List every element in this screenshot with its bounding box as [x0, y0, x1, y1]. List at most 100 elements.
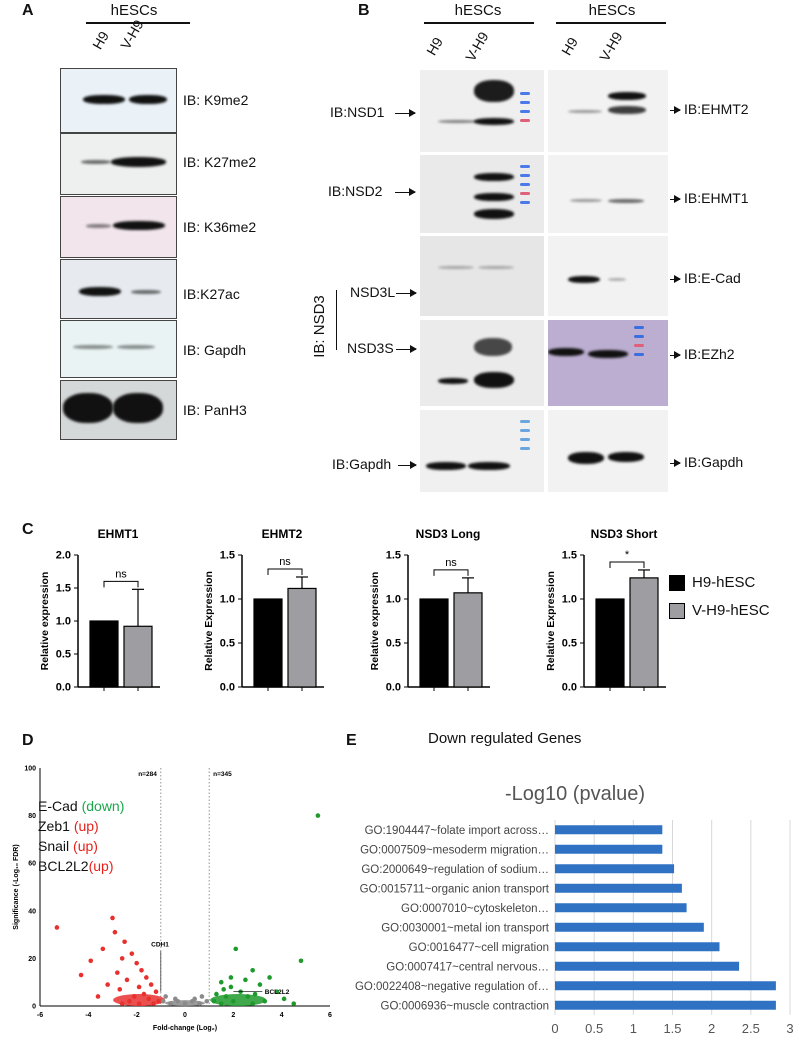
- blot-k27me2: [60, 133, 177, 195]
- panel-d-letter: D: [22, 732, 34, 749]
- arrow-nsd3s: [396, 345, 417, 353]
- go-bar: [555, 1000, 776, 1010]
- point-down: [134, 960, 139, 966]
- x-tick-label: 2.5: [742, 1021, 760, 1036]
- blot-gapdh-b-left: [420, 410, 544, 492]
- bar-h9: [253, 598, 283, 688]
- point-up: [221, 987, 226, 992]
- blot-nsd1: [420, 70, 544, 152]
- y-tick-label: 100: [24, 766, 36, 773]
- point-up: [245, 994, 251, 999]
- label-nsd3l: NSD3L: [350, 284, 396, 300]
- lane-vh9-b-right: V-H9: [596, 29, 626, 64]
- point-down: [148, 982, 154, 987]
- y-tick-label: 1.5: [220, 550, 235, 562]
- point-down: [151, 1001, 156, 1006]
- go-term-label: GO:0007509~mesoderm migration…: [360, 844, 549, 856]
- label-gapdh-b-right: IB:Gapdh: [684, 454, 744, 470]
- x-tick-label: 6: [328, 1012, 332, 1019]
- blot-ezh2: [548, 320, 668, 406]
- point-down: [110, 915, 115, 921]
- point-down: [105, 982, 110, 987]
- y-axis-label: Relative Expression: [545, 571, 557, 671]
- point-up: [211, 998, 217, 1004]
- point-up: [315, 813, 321, 818]
- blot-gapdh-a: [60, 320, 177, 378]
- x-tick-label: 1.5: [663, 1021, 681, 1036]
- y-tick-label: 0.5: [386, 638, 401, 650]
- point-ns: [168, 1001, 173, 1006]
- panel-b-letter: B: [358, 2, 370, 19]
- point-up: [257, 982, 263, 987]
- label-nsd1: IB:NSD1: [330, 104, 385, 120]
- point-up: [252, 991, 258, 997]
- point-down: [78, 972, 84, 978]
- y-axis-label: Relative expression: [39, 572, 51, 671]
- y-axis-label: Significance (-Log₁₀ FDR): [13, 844, 20, 929]
- go-bar: [555, 903, 687, 913]
- label-ehmt2: IB:EHMT2: [684, 101, 749, 117]
- point-down: [124, 977, 130, 983]
- y-tick-label: 60: [28, 861, 36, 868]
- point-up: [218, 1001, 224, 1006]
- blot-ehmt1: [548, 155, 668, 233]
- point-down: [115, 970, 120, 975]
- panel-b-header-right: hESCs: [588, 2, 636, 19]
- y-tick-label: 0: [32, 1004, 36, 1011]
- bar-vh9: [453, 592, 483, 688]
- panel-e-title: Down regulated Genes: [428, 730, 582, 747]
- panel-b-header-left: hESCs: [454, 2, 502, 19]
- point-down: [144, 975, 149, 980]
- y-tick-label: 0.0: [386, 682, 401, 694]
- chart-title: NSD3 Long: [416, 527, 481, 541]
- y-tick-label: 1.0: [56, 616, 71, 628]
- x-tick-label: 0.5: [585, 1021, 603, 1036]
- gene-snail: Snail (up): [38, 838, 98, 854]
- panel-c-charts: EHMT1 0.0 0.5 1.0 1.5 2.0 Relative expression n…: [39, 527, 666, 694]
- arrow-gapdh-b-right: [670, 459, 681, 467]
- point-up: [214, 991, 219, 997]
- point-ns: [199, 994, 205, 999]
- bar-h9: [595, 598, 625, 688]
- blot-k27ac: [60, 259, 177, 319]
- nsd3-bracket: [336, 290, 337, 350]
- legend-vh9-label: V-H9-hESC: [692, 602, 770, 619]
- label-ehmt1: IB:EHMT1: [684, 190, 749, 206]
- point-up: [231, 998, 236, 1004]
- point-down: [112, 929, 118, 935]
- lane-h9-b-right: H9: [558, 34, 581, 58]
- point-up: [218, 979, 224, 985]
- significance-bracket: [433, 569, 469, 576]
- x-tick-label: 2: [708, 1021, 715, 1036]
- point-down: [100, 946, 106, 952]
- panel-a-letter: A: [22, 2, 34, 19]
- arrow-ehmt1: [670, 195, 681, 203]
- gene-bcl2l2: BCL2L2(up): [38, 858, 114, 874]
- point-ns: [182, 1001, 188, 1006]
- go-bar: [555, 883, 682, 893]
- x-tick-label: 1: [630, 1021, 637, 1036]
- point-up: [274, 989, 280, 995]
- point-down: [88, 958, 94, 964]
- point-down: [136, 1001, 142, 1006]
- y-tick-label: 1.5: [562, 550, 577, 562]
- x-tick-label: 0: [183, 1012, 187, 1019]
- point-up: [223, 994, 229, 999]
- blot-panh3: [60, 380, 177, 440]
- y-tick-label: 1.0: [386, 594, 401, 606]
- point-ns: [163, 994, 168, 999]
- go-term-label: GO:2000649~regulation of sodium…: [361, 864, 549, 876]
- significance-label: ns: [115, 568, 127, 580]
- point-up: [228, 984, 234, 990]
- panel-e-letter: E: [346, 732, 357, 749]
- x-tick-label: -4: [85, 1012, 91, 1019]
- label-ecad: IB:E-Cad: [684, 270, 741, 286]
- point-ns: [173, 996, 178, 1002]
- point-ns: [192, 996, 197, 1002]
- blot-k9me2: [60, 68, 177, 133]
- go-term-label: GO:0016477~cell migration: [409, 942, 549, 954]
- bar-h9: [89, 620, 119, 688]
- bcl2l2-label: BCL2L2: [265, 989, 290, 996]
- arrow-nsd1: [395, 109, 416, 117]
- label-gapdh-a: IB: Gapdh: [183, 342, 247, 358]
